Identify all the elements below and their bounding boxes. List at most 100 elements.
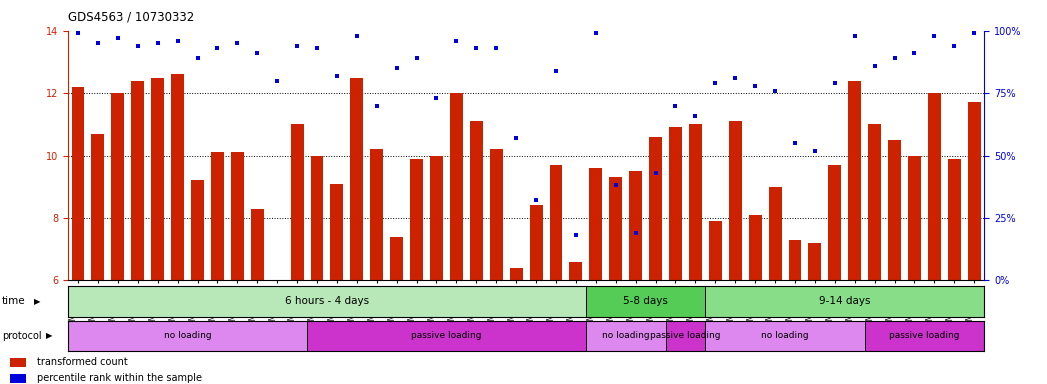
- Point: [965, 30, 982, 36]
- Point: [945, 43, 962, 49]
- Bar: [410, 159, 423, 280]
- Bar: [10, 374, 26, 382]
- Point: [269, 78, 286, 84]
- Point: [906, 50, 922, 56]
- Point: [766, 88, 783, 94]
- Bar: [586, 321, 666, 351]
- Point: [309, 45, 326, 51]
- Bar: [609, 177, 622, 280]
- Bar: [706, 286, 984, 317]
- Point: [548, 68, 564, 74]
- Point: [647, 170, 664, 176]
- Bar: [530, 205, 542, 280]
- Point: [508, 135, 525, 141]
- Bar: [510, 268, 522, 280]
- Bar: [749, 215, 761, 280]
- Bar: [908, 156, 921, 280]
- Bar: [808, 243, 821, 280]
- Point: [667, 103, 684, 109]
- Bar: [291, 124, 304, 280]
- Bar: [967, 103, 981, 280]
- Point: [428, 95, 445, 101]
- Bar: [191, 180, 204, 280]
- Text: passive loading: passive loading: [889, 331, 960, 341]
- Bar: [586, 286, 706, 317]
- Bar: [550, 165, 562, 280]
- Bar: [928, 93, 941, 280]
- Point: [687, 113, 704, 119]
- Text: no loading: no loading: [163, 331, 211, 341]
- Point: [408, 55, 425, 61]
- Text: percentile rank within the sample: percentile rank within the sample: [37, 373, 202, 383]
- Point: [209, 45, 226, 51]
- Bar: [331, 184, 343, 280]
- Bar: [10, 358, 26, 367]
- Point: [249, 50, 266, 56]
- Bar: [391, 237, 403, 280]
- Point: [587, 30, 604, 36]
- Text: no loading: no loading: [761, 331, 809, 341]
- Point: [866, 63, 883, 69]
- Text: protocol: protocol: [2, 331, 42, 341]
- Point: [190, 55, 206, 61]
- Bar: [68, 321, 307, 351]
- Point: [846, 33, 863, 39]
- Bar: [68, 286, 586, 317]
- Text: 5-8 days: 5-8 days: [623, 296, 668, 306]
- Point: [448, 38, 465, 44]
- Point: [468, 45, 485, 51]
- Bar: [788, 240, 801, 280]
- Bar: [307, 321, 586, 351]
- Bar: [251, 209, 264, 280]
- Bar: [649, 137, 662, 280]
- Bar: [768, 187, 781, 280]
- Bar: [490, 149, 503, 280]
- Bar: [351, 78, 363, 280]
- Bar: [371, 149, 383, 280]
- Point: [369, 103, 385, 109]
- Bar: [629, 171, 642, 280]
- Bar: [709, 221, 721, 280]
- Bar: [71, 87, 85, 280]
- Text: GDS4563 / 10730332: GDS4563 / 10730332: [68, 10, 195, 23]
- Point: [90, 40, 107, 46]
- Point: [826, 80, 843, 86]
- Bar: [848, 81, 862, 280]
- Bar: [666, 321, 706, 351]
- Bar: [570, 262, 582, 280]
- Bar: [706, 321, 865, 351]
- Bar: [828, 165, 842, 280]
- Bar: [450, 93, 463, 280]
- Point: [926, 33, 942, 39]
- Bar: [948, 159, 961, 280]
- Bar: [669, 127, 682, 280]
- Bar: [888, 140, 901, 280]
- Point: [528, 197, 544, 204]
- Bar: [171, 74, 184, 280]
- Text: 9-14 days: 9-14 days: [819, 296, 870, 306]
- Bar: [865, 321, 984, 351]
- Point: [349, 33, 365, 39]
- Point: [567, 232, 584, 238]
- Bar: [231, 152, 244, 280]
- Text: ▶: ▶: [46, 331, 52, 341]
- Bar: [151, 78, 164, 280]
- Point: [110, 35, 127, 41]
- Point: [707, 80, 723, 86]
- Point: [747, 83, 763, 89]
- Text: time: time: [2, 296, 26, 306]
- Point: [806, 147, 823, 154]
- Point: [727, 75, 743, 81]
- Text: 6 hours - 4 days: 6 hours - 4 days: [285, 296, 369, 306]
- Point: [70, 30, 87, 36]
- Bar: [729, 121, 741, 280]
- Bar: [589, 168, 602, 280]
- Bar: [131, 81, 144, 280]
- Point: [329, 73, 346, 79]
- Point: [388, 65, 405, 71]
- Bar: [868, 124, 882, 280]
- Text: passive loading: passive loading: [650, 331, 720, 341]
- Bar: [430, 156, 443, 280]
- Text: passive loading: passive loading: [411, 331, 482, 341]
- Point: [150, 40, 166, 46]
